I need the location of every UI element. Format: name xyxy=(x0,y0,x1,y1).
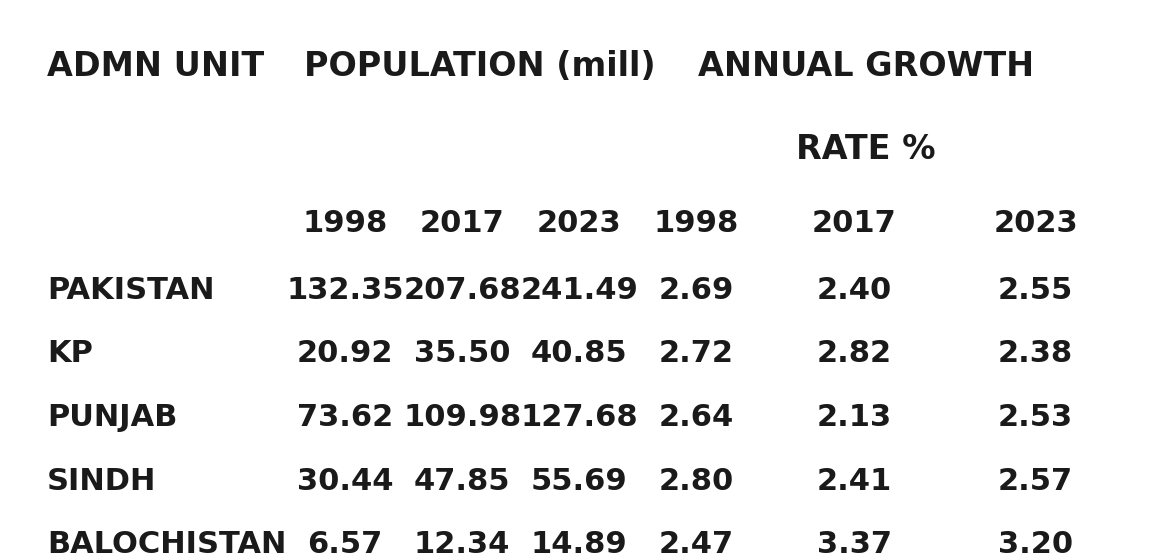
Text: 30.44: 30.44 xyxy=(297,467,393,495)
Text: 14.89: 14.89 xyxy=(531,530,627,553)
Text: ADMN UNIT: ADMN UNIT xyxy=(47,50,264,83)
Text: 109.98: 109.98 xyxy=(404,403,521,432)
Text: KP: KP xyxy=(47,340,92,368)
Text: 1998: 1998 xyxy=(303,210,387,238)
Text: BALOCHISTAN: BALOCHISTAN xyxy=(47,530,287,553)
Text: 2023: 2023 xyxy=(537,210,621,238)
Text: 3.37: 3.37 xyxy=(817,530,892,553)
Text: 1998: 1998 xyxy=(654,210,738,238)
Text: 2017: 2017 xyxy=(420,210,504,238)
Text: 2.47: 2.47 xyxy=(659,530,734,553)
Text: 2.69: 2.69 xyxy=(659,276,734,305)
Text: SINDH: SINDH xyxy=(47,467,156,495)
Text: 2.13: 2.13 xyxy=(817,403,892,432)
Text: 2.80: 2.80 xyxy=(659,467,734,495)
Text: 2.55: 2.55 xyxy=(998,276,1073,305)
Text: 2.53: 2.53 xyxy=(998,403,1073,432)
Text: 2.40: 2.40 xyxy=(817,276,892,305)
Text: 35.50: 35.50 xyxy=(414,340,510,368)
Text: 241.49: 241.49 xyxy=(521,276,638,305)
Text: 73.62: 73.62 xyxy=(297,403,393,432)
Text: 2023: 2023 xyxy=(993,210,1078,238)
Text: 2.82: 2.82 xyxy=(817,340,892,368)
Text: 20.92: 20.92 xyxy=(297,340,393,368)
Text: 6.57: 6.57 xyxy=(308,530,383,553)
Text: ANNUAL GROWTH: ANNUAL GROWTH xyxy=(697,50,1034,83)
Text: POPULATION (mill): POPULATION (mill) xyxy=(304,50,655,83)
Text: PAKISTAN: PAKISTAN xyxy=(47,276,214,305)
Text: 2.41: 2.41 xyxy=(817,467,892,495)
Text: RATE %: RATE % xyxy=(796,133,936,166)
Text: 2.72: 2.72 xyxy=(659,340,734,368)
Text: 127.68: 127.68 xyxy=(521,403,638,432)
Text: 207.68: 207.68 xyxy=(404,276,521,305)
Text: 2.57: 2.57 xyxy=(998,467,1073,495)
Text: 40.85: 40.85 xyxy=(531,340,627,368)
Text: 2017: 2017 xyxy=(812,210,896,238)
Text: 2.64: 2.64 xyxy=(659,403,734,432)
Text: 2.38: 2.38 xyxy=(998,340,1073,368)
Text: 47.85: 47.85 xyxy=(414,467,510,495)
Text: 3.20: 3.20 xyxy=(998,530,1073,553)
Text: 55.69: 55.69 xyxy=(531,467,627,495)
Text: 132.35: 132.35 xyxy=(287,276,404,305)
Text: PUNJAB: PUNJAB xyxy=(47,403,177,432)
Text: 12.34: 12.34 xyxy=(414,530,510,553)
